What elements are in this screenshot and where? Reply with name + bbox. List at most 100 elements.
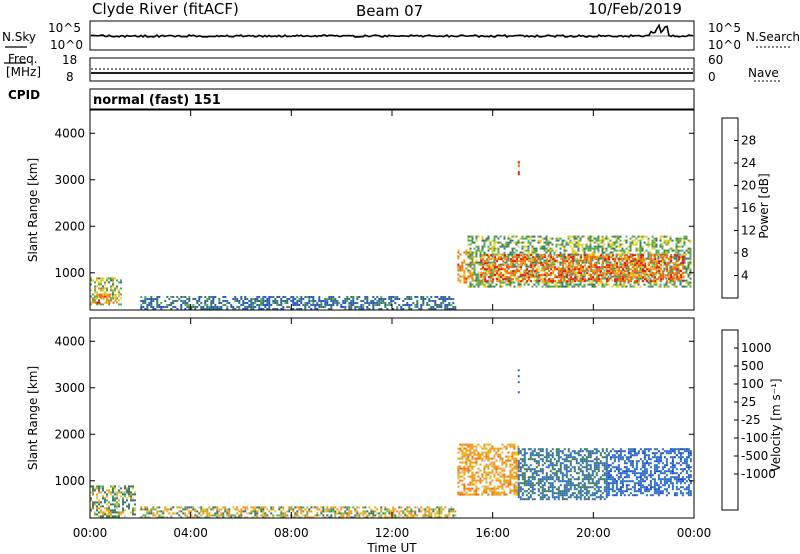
velocity-cell xyxy=(280,506,283,509)
velocity-cell xyxy=(549,462,552,465)
power-cell xyxy=(581,235,584,238)
power-cell xyxy=(574,266,577,269)
velocity-cell xyxy=(499,481,502,484)
power-cell xyxy=(603,285,606,288)
velocity-cell xyxy=(489,443,492,446)
power-cell xyxy=(531,235,534,238)
power-cell xyxy=(577,235,580,238)
power-cell xyxy=(212,306,215,308)
power-cell xyxy=(234,296,237,298)
power-cell xyxy=(689,251,692,254)
power-cell xyxy=(110,287,112,290)
power-cell xyxy=(618,274,621,277)
velocity-cell xyxy=(190,510,193,513)
velocity-cell xyxy=(114,511,116,514)
power-cell xyxy=(517,241,520,244)
power-cell xyxy=(250,304,253,306)
velocity-cell xyxy=(541,458,544,461)
velocity-cell xyxy=(567,466,570,469)
power-cell xyxy=(348,306,351,308)
velocity-cell xyxy=(440,512,443,515)
power-cell xyxy=(572,272,575,275)
velocity-cell xyxy=(112,489,114,492)
power-cell xyxy=(562,262,565,265)
velocity-cell xyxy=(521,454,524,457)
velocity-cell xyxy=(162,510,165,513)
power-cell xyxy=(675,247,678,250)
velocity-cell xyxy=(250,512,253,515)
velocity-cell xyxy=(202,512,205,515)
power-cell xyxy=(276,300,279,302)
velocity-cell xyxy=(585,478,588,481)
velocity-cell xyxy=(146,516,149,519)
power-cell xyxy=(152,308,155,310)
power-cell xyxy=(636,268,639,271)
power-cell xyxy=(531,247,534,250)
power-cell xyxy=(244,302,247,304)
power-cell xyxy=(575,235,578,238)
power-cell xyxy=(597,239,600,242)
power-cell xyxy=(602,260,605,263)
velocity-cell xyxy=(579,460,582,463)
velocity-cell xyxy=(150,510,153,513)
power-cell xyxy=(118,299,120,302)
velocity-cell xyxy=(587,452,590,455)
velocity-cell xyxy=(487,457,490,460)
power-cell xyxy=(412,302,415,304)
power-cell xyxy=(578,264,581,267)
velocity-cell xyxy=(376,512,379,515)
power-cell xyxy=(689,259,692,262)
velocity-cell xyxy=(593,492,596,495)
velocity-cell xyxy=(551,494,554,497)
power-cell xyxy=(551,249,554,252)
velocity-cell xyxy=(230,514,233,517)
power-cell xyxy=(597,283,600,286)
velocity-cell xyxy=(567,448,570,451)
power-cell xyxy=(487,235,490,238)
velocity-cell xyxy=(585,488,588,491)
power-cell xyxy=(473,247,476,250)
power-cell xyxy=(406,302,409,304)
power-cell xyxy=(654,280,657,283)
power-cell xyxy=(380,296,383,298)
velocity-cell xyxy=(493,467,496,470)
power-cell xyxy=(100,289,102,292)
velocity-cell xyxy=(493,449,496,452)
power-cell xyxy=(627,245,630,248)
power-cell xyxy=(517,163,520,166)
power-cell xyxy=(539,259,542,262)
power-cell xyxy=(601,283,604,286)
power-cell xyxy=(475,281,478,284)
power-cell xyxy=(566,272,569,275)
velocity-cell xyxy=(533,448,536,451)
power-cell xyxy=(574,280,577,283)
power-cell xyxy=(500,258,503,261)
power-cell xyxy=(580,268,583,271)
velocity-cell xyxy=(463,455,466,458)
freq-frame xyxy=(89,57,695,82)
power-cell xyxy=(596,274,599,277)
power-cell xyxy=(537,267,540,270)
velocity-cell xyxy=(282,508,285,511)
power-cell xyxy=(446,308,449,310)
power-cell xyxy=(488,276,491,279)
velocity-cell xyxy=(495,469,498,472)
velocity-cell xyxy=(122,509,124,512)
power-cell xyxy=(557,265,560,268)
power-cell xyxy=(663,235,666,238)
power-cell xyxy=(564,262,567,265)
power-cell xyxy=(640,276,643,279)
power-cell xyxy=(512,278,515,281)
velocity-cell xyxy=(192,516,195,519)
velocity-cell xyxy=(350,510,353,513)
velocity-cell xyxy=(473,493,476,496)
power-cell xyxy=(544,256,547,259)
velocity-cell xyxy=(398,514,401,517)
velocity-cell xyxy=(98,485,100,488)
velocity-cell xyxy=(551,486,554,489)
power-cell xyxy=(575,237,578,240)
power-cell xyxy=(577,243,580,246)
velocity-cell xyxy=(503,475,506,478)
velocity-cell xyxy=(537,478,540,481)
power-cell xyxy=(629,261,632,264)
